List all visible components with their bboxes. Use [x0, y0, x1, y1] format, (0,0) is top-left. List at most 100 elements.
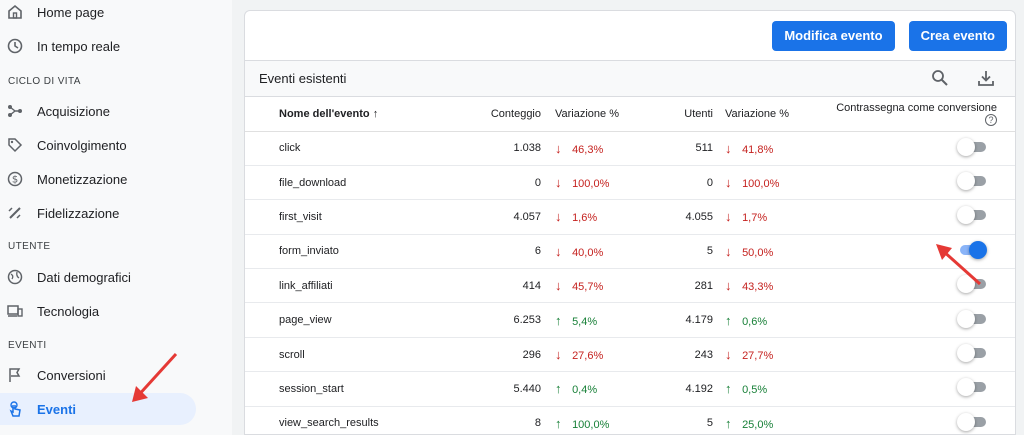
sidebar-item-label: Coinvolgimento: [37, 137, 127, 153]
column-header-count[interactable]: Conteggio: [435, 97, 541, 132]
sidebar-item-label: Eventi: [37, 401, 77, 417]
annotation-arrow-toggle: [936, 244, 982, 286]
conversion-cell: [825, 234, 1015, 270]
arrow-down-icon: ↓: [725, 175, 732, 191]
users-change: ↓ 27,7%: [713, 337, 825, 373]
table-row: first_visit 4.057 ↓ 1,6% 4.055 ↓ 1,7%: [245, 199, 1015, 235]
column-header-users[interactable]: Utenti: [653, 97, 713, 132]
globe-icon: [6, 268, 24, 286]
sidebar-item-conversions[interactable]: Conversioni: [0, 359, 196, 391]
help-icon[interactable]: ?: [985, 113, 997, 126]
conversion-toggle[interactable]: [957, 412, 987, 431]
conversion-cell: [825, 165, 1015, 201]
sidebar-item-home[interactable]: Home page: [0, 0, 196, 28]
column-header-name[interactable]: Nome dell'evento ↑: [245, 97, 435, 132]
create-event-button[interactable]: Crea evento: [908, 20, 1007, 51]
table-row: page_view 6.253 ↑ 5,4% 4.179 ↑ 0,6%: [245, 302, 1015, 338]
table-body: click 1.038 ↓ 46,3% 511 ↓ 41,8% file_download…: [245, 131, 1015, 434]
sidebar-item-monetization[interactable]: $ Monetizzazione: [0, 163, 196, 195]
event-name[interactable]: link_affiliati: [245, 268, 435, 304]
conversion-toggle[interactable]: [957, 137, 987, 156]
users-change: ↓ 100,0%: [713, 165, 825, 201]
conversion-toggle[interactable]: [957, 206, 987, 225]
sidebar-item-label: Acquisizione: [37, 103, 110, 119]
event-name[interactable]: first_visit: [245, 199, 435, 235]
conversion-cell: [825, 371, 1015, 407]
sidebar-item-realtime[interactable]: In tempo reale: [0, 30, 196, 62]
sidebar-item-label: Dati demografici: [37, 269, 131, 285]
sidebar-item-demographics[interactable]: Dati demografici: [0, 261, 196, 293]
events-table: Nome dell'evento ↑ Conteggio Variazione …: [245, 97, 1015, 434]
arrow-down-icon: ↓: [725, 243, 732, 259]
table-row: scroll 296 ↓ 27,6% 243 ↓ 27,7%: [245, 337, 1015, 373]
column-header-users-change[interactable]: Variazione %: [713, 97, 825, 132]
sidebar-item-label: Monetizzazione: [37, 171, 128, 187]
arrow-up-icon: ↑: [555, 415, 562, 431]
event-count: 296: [435, 337, 541, 373]
users-change: ↓ 1,7%: [713, 199, 825, 235]
search-icon[interactable]: [931, 69, 949, 90]
event-name[interactable]: click: [245, 131, 435, 166]
event-count: 4.057: [435, 199, 541, 235]
section-label-lifecycle: CICLO DI VITA: [8, 76, 81, 87]
event-count: 6: [435, 234, 541, 270]
users-change: ↓ 50,0%: [713, 234, 825, 270]
sidebar-item-label: In tempo reale: [37, 38, 121, 54]
conversion-toggle[interactable]: [957, 240, 987, 259]
conversion-toggle[interactable]: [957, 344, 987, 363]
download-icon[interactable]: [977, 69, 995, 90]
arrow-down-icon: ↓: [555, 175, 562, 191]
arrow-up-icon: ↑: [725, 312, 732, 328]
sort-arrow-icon: ↑: [372, 107, 379, 120]
table-row: click 1.038 ↓ 46,3% 511 ↓ 41,8%: [245, 131, 1015, 166]
conversion-toggle[interactable]: [957, 378, 987, 397]
sidebar-item-label: Home page: [37, 4, 105, 20]
count-change: ↑ 5,4%: [541, 302, 653, 338]
table-row: form_inviato 6 ↓ 40,0% 5 ↓ 50,0%: [245, 234, 1015, 270]
arrow-up-icon: ↑: [725, 381, 732, 397]
event-name[interactable]: form_inviato: [245, 234, 435, 270]
svg-text:$: $: [12, 175, 18, 186]
arrow-down-icon: ↓: [725, 347, 732, 363]
event-users: 4.179: [653, 302, 713, 338]
event-count: 1.038: [435, 131, 541, 166]
card-toolbar: Modifica evento Crea evento: [245, 11, 1015, 61]
sidebar-item-label: Conversioni: [37, 367, 106, 383]
conversion-toggle[interactable]: [957, 172, 987, 191]
conversion-cell: [825, 131, 1015, 166]
event-name[interactable]: view_search_results: [245, 406, 435, 434]
conversion-toggle[interactable]: [957, 309, 987, 328]
users-change: ↓ 41,8%: [713, 131, 825, 166]
sidebar-item-events[interactable]: Eventi: [0, 393, 196, 425]
sidebar-item-technology[interactable]: Tecnologia: [0, 295, 196, 327]
conversion-toggle[interactable]: [957, 275, 987, 294]
column-header-conversion: Contrassegna come conversione?: [825, 97, 1015, 132]
event-name[interactable]: file_download: [245, 165, 435, 201]
count-change: ↓ 100,0%: [541, 165, 653, 201]
sidebar-item-engagement[interactable]: Coinvolgimento: [0, 129, 196, 161]
event-count: 5.440: [435, 371, 541, 407]
edit-event-button[interactable]: Modifica evento: [772, 20, 895, 51]
count-change: ↓ 46,3%: [541, 131, 653, 166]
sidebar-item-retention[interactable]: Fidelizzazione: [0, 197, 196, 229]
arrow-up-icon: ↑: [725, 415, 732, 431]
event-count: 0: [435, 165, 541, 201]
event-users: 281: [653, 268, 713, 304]
sidebar-item-label: Tecnologia: [37, 303, 100, 319]
event-users: 4.055: [653, 199, 713, 235]
sidebar-item-acquisition[interactable]: Acquisizione: [0, 95, 196, 127]
event-users: 0: [653, 165, 713, 201]
arrow-down-icon: ↓: [555, 347, 562, 363]
column-header-count-change[interactable]: Variazione %: [541, 97, 653, 132]
dollar-icon: $: [6, 170, 24, 188]
events-card: Modifica evento Crea evento Eventi esist…: [244, 10, 1016, 435]
acquisition-icon: [6, 102, 24, 120]
table-header-row: Nome dell'evento ↑ Conteggio Variazione …: [245, 97, 1015, 132]
count-change: ↑ 100,0%: [541, 406, 653, 434]
event-name[interactable]: scroll: [245, 337, 435, 373]
event-name[interactable]: page_view: [245, 302, 435, 338]
arrow-down-icon: ↓: [555, 209, 562, 225]
count-change: ↓ 45,7%: [541, 268, 653, 304]
arrow-down-icon: ↓: [725, 140, 732, 156]
event-name[interactable]: session_start: [245, 371, 435, 407]
